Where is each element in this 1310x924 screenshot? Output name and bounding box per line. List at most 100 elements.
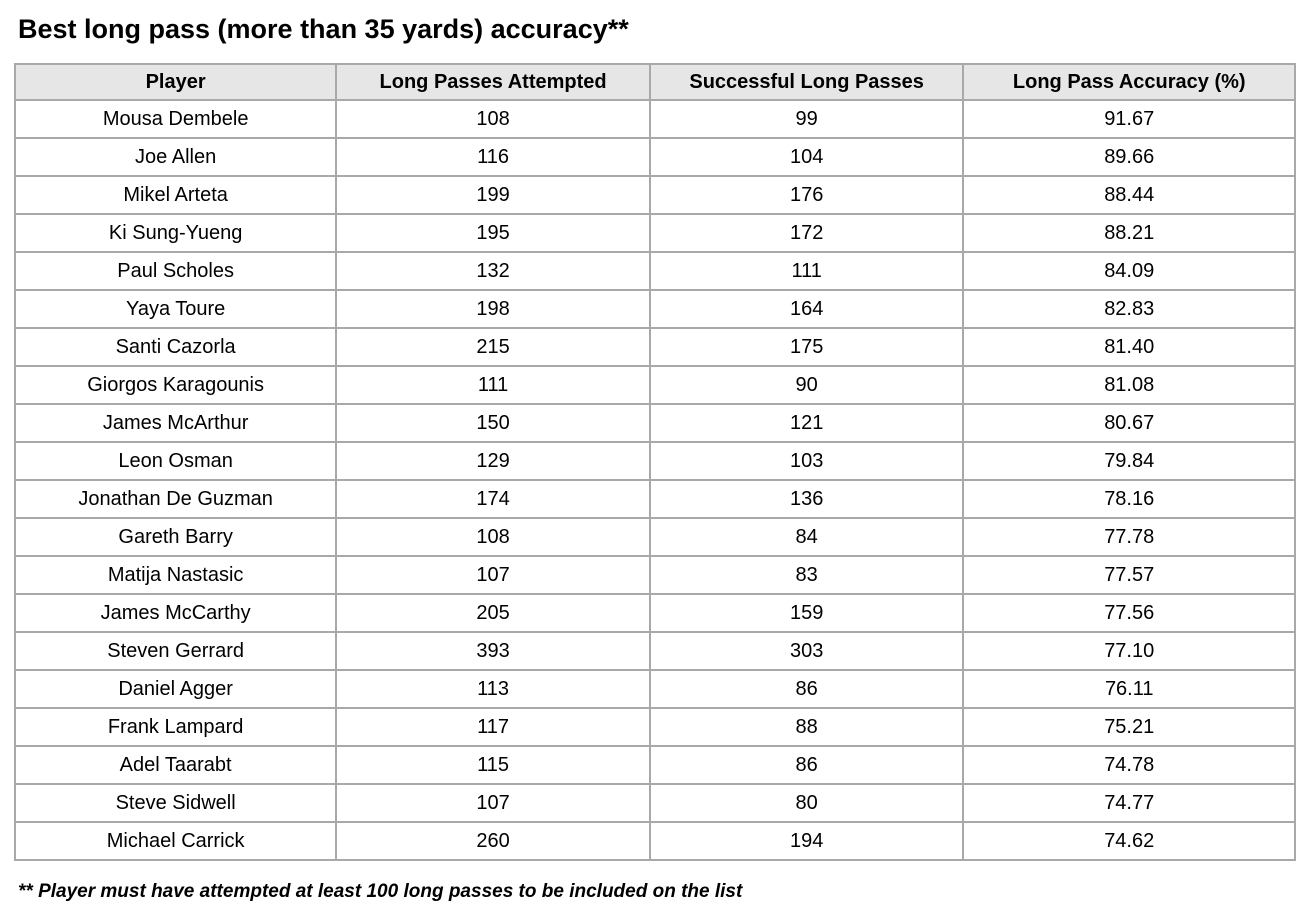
long-passes-attempted: 107: [335, 783, 651, 823]
player-name: Frank Lampard: [13, 707, 338, 747]
successful-long-passes: 86: [648, 669, 965, 709]
successful-long-passes: 172: [648, 213, 965, 253]
player-name: Leon Osman: [13, 441, 338, 481]
long-pass-accuracy-table: Player Long Passes Attempted Successful …: [13, 63, 1296, 861]
successful-long-passes: 136: [648, 479, 965, 519]
player-name: Matija Nastasic: [13, 555, 338, 595]
table-row: Mikel Arteta 199 176 88.44: [13, 175, 1296, 215]
long-pass-accuracy: 78.16: [962, 479, 1296, 519]
long-passes-attempted: 205: [335, 593, 651, 633]
long-passes-attempted: 111: [335, 365, 651, 405]
player-name: Michael Carrick: [13, 821, 338, 861]
table-body: Mousa Dembele 108 99 91.67 Joe Allen 116 104 89…: [13, 99, 1296, 861]
long-pass-accuracy: 74.77: [962, 783, 1296, 823]
player-name: James McArthur: [13, 403, 338, 443]
player-name: Adel Taarabt: [13, 745, 338, 785]
player-name: Daniel Agger: [13, 669, 338, 709]
player-name: Mikel Arteta: [13, 175, 338, 215]
long-pass-accuracy: 80.67: [962, 403, 1296, 443]
successful-long-passes: 111: [648, 251, 965, 291]
long-pass-accuracy: 91.67: [962, 99, 1296, 139]
column-header-player: Player: [13, 63, 338, 101]
player-name: Giorgos Karagounis: [13, 365, 338, 405]
long-passes-attempted: 108: [335, 517, 651, 557]
successful-long-passes: 90: [648, 365, 965, 405]
table-row: James McArthur 150 121 80.67: [13, 403, 1296, 443]
successful-long-passes: 86: [648, 745, 965, 785]
long-pass-accuracy: 89.66: [962, 137, 1296, 177]
long-pass-accuracy: 74.62: [962, 821, 1296, 861]
page-title: Best long pass (more than 35 yards) accu…: [18, 14, 629, 44]
player-name: Joe Allen: [13, 137, 338, 177]
long-pass-accuracy: 79.84: [962, 441, 1296, 481]
long-passes-attempted: 195: [335, 213, 651, 253]
table-header-row: Player Long Passes Attempted Successful …: [13, 63, 1296, 101]
successful-long-passes: 303: [648, 631, 965, 671]
long-passes-attempted: 115: [335, 745, 651, 785]
long-passes-attempted: 108: [335, 99, 651, 139]
column-header-long-passes-attempted: Long Passes Attempted: [335, 63, 651, 101]
table-row: Michael Carrick 260 194 74.62: [13, 821, 1296, 861]
table-row: Gareth Barry 108 84 77.78: [13, 517, 1296, 557]
long-passes-attempted: 129: [335, 441, 651, 481]
long-passes-attempted: 198: [335, 289, 651, 329]
long-pass-accuracy: 82.83: [962, 289, 1296, 329]
table-row: Yaya Toure 198 164 82.83: [13, 289, 1296, 329]
long-passes-attempted: 199: [335, 175, 651, 215]
successful-long-passes: 83: [648, 555, 965, 595]
table-row: Steve Sidwell 107 80 74.77: [13, 783, 1296, 823]
table-row: Mousa Dembele 108 99 91.67: [13, 99, 1296, 139]
long-passes-attempted: 393: [335, 631, 651, 671]
long-pass-accuracy: 81.08: [962, 365, 1296, 405]
successful-long-passes: 99: [648, 99, 965, 139]
player-name: Mousa Dembele: [13, 99, 338, 139]
long-passes-attempted: 116: [335, 137, 651, 177]
table-row: Adel Taarabt 115 86 74.78: [13, 745, 1296, 785]
table-row: Steven Gerrard 393 303 77.10: [13, 631, 1296, 671]
successful-long-passes: 164: [648, 289, 965, 329]
player-name: Ki Sung-Yueng: [13, 213, 338, 253]
table-row: Daniel Agger 113 86 76.11: [13, 669, 1296, 709]
long-pass-accuracy: 84.09: [962, 251, 1296, 291]
table-row: James McCarthy 205 159 77.56: [13, 593, 1296, 633]
long-pass-accuracy: 88.44: [962, 175, 1296, 215]
table-row: Giorgos Karagounis 111 90 81.08: [13, 365, 1296, 405]
successful-long-passes: 194: [648, 821, 965, 861]
player-name: Gareth Barry: [13, 517, 338, 557]
player-name: Yaya Toure: [13, 289, 338, 329]
long-passes-attempted: 174: [335, 479, 651, 519]
long-pass-accuracy: 77.78: [962, 517, 1296, 557]
long-pass-accuracy: 77.56: [962, 593, 1296, 633]
long-passes-attempted: 150: [335, 403, 651, 443]
long-pass-accuracy: 77.10: [962, 631, 1296, 671]
footnote: ** Player must have attempted at least 1…: [18, 881, 743, 902]
long-passes-attempted: 107: [335, 555, 651, 595]
successful-long-passes: 104: [648, 137, 965, 177]
long-passes-attempted: 113: [335, 669, 651, 709]
table-row: Santi Cazorla 215 175 81.40: [13, 327, 1296, 367]
player-name: Jonathan De Guzman: [13, 479, 338, 519]
long-pass-accuracy: 88.21: [962, 213, 1296, 253]
table-row: Matija Nastasic 107 83 77.57: [13, 555, 1296, 595]
player-name: Steve Sidwell: [13, 783, 338, 823]
table-row: Paul Scholes 132 111 84.09: [13, 251, 1296, 291]
long-passes-attempted: 132: [335, 251, 651, 291]
successful-long-passes: 159: [648, 593, 965, 633]
table-row: Frank Lampard 117 88 75.21: [13, 707, 1296, 747]
successful-long-passes: 80: [648, 783, 965, 823]
player-name: Steven Gerrard: [13, 631, 338, 671]
long-passes-attempted: 215: [335, 327, 651, 367]
successful-long-passes: 84: [648, 517, 965, 557]
long-pass-accuracy: 75.21: [962, 707, 1296, 747]
player-name: James McCarthy: [13, 593, 338, 633]
successful-long-passes: 176: [648, 175, 965, 215]
successful-long-passes: 121: [648, 403, 965, 443]
table-row: Leon Osman 129 103 79.84: [13, 441, 1296, 481]
long-passes-attempted: 117: [335, 707, 651, 747]
player-name: Paul Scholes: [13, 251, 338, 291]
table-header: Player Long Passes Attempted Successful …: [13, 63, 1296, 101]
long-pass-accuracy: 81.40: [962, 327, 1296, 367]
successful-long-passes: 175: [648, 327, 965, 367]
player-name: Santi Cazorla: [13, 327, 338, 367]
long-pass-accuracy: 76.11: [962, 669, 1296, 709]
